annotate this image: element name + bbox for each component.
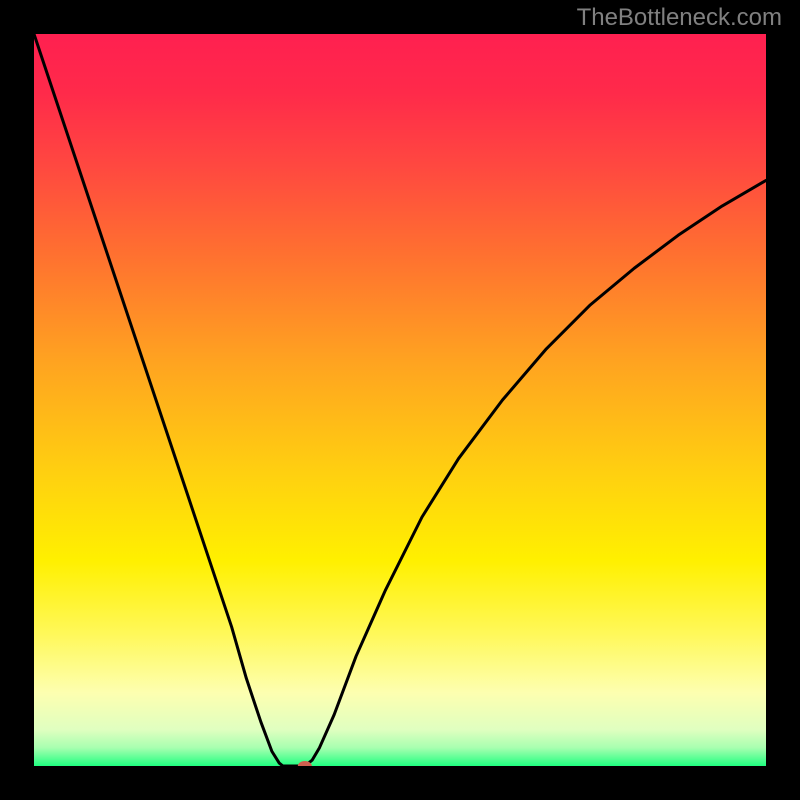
watermark-text: TheBottleneck.com — [577, 4, 782, 32]
chart-plot-area — [34, 34, 766, 766]
bottleneck-curve — [34, 34, 766, 766]
chart-curve-layer — [34, 34, 766, 766]
